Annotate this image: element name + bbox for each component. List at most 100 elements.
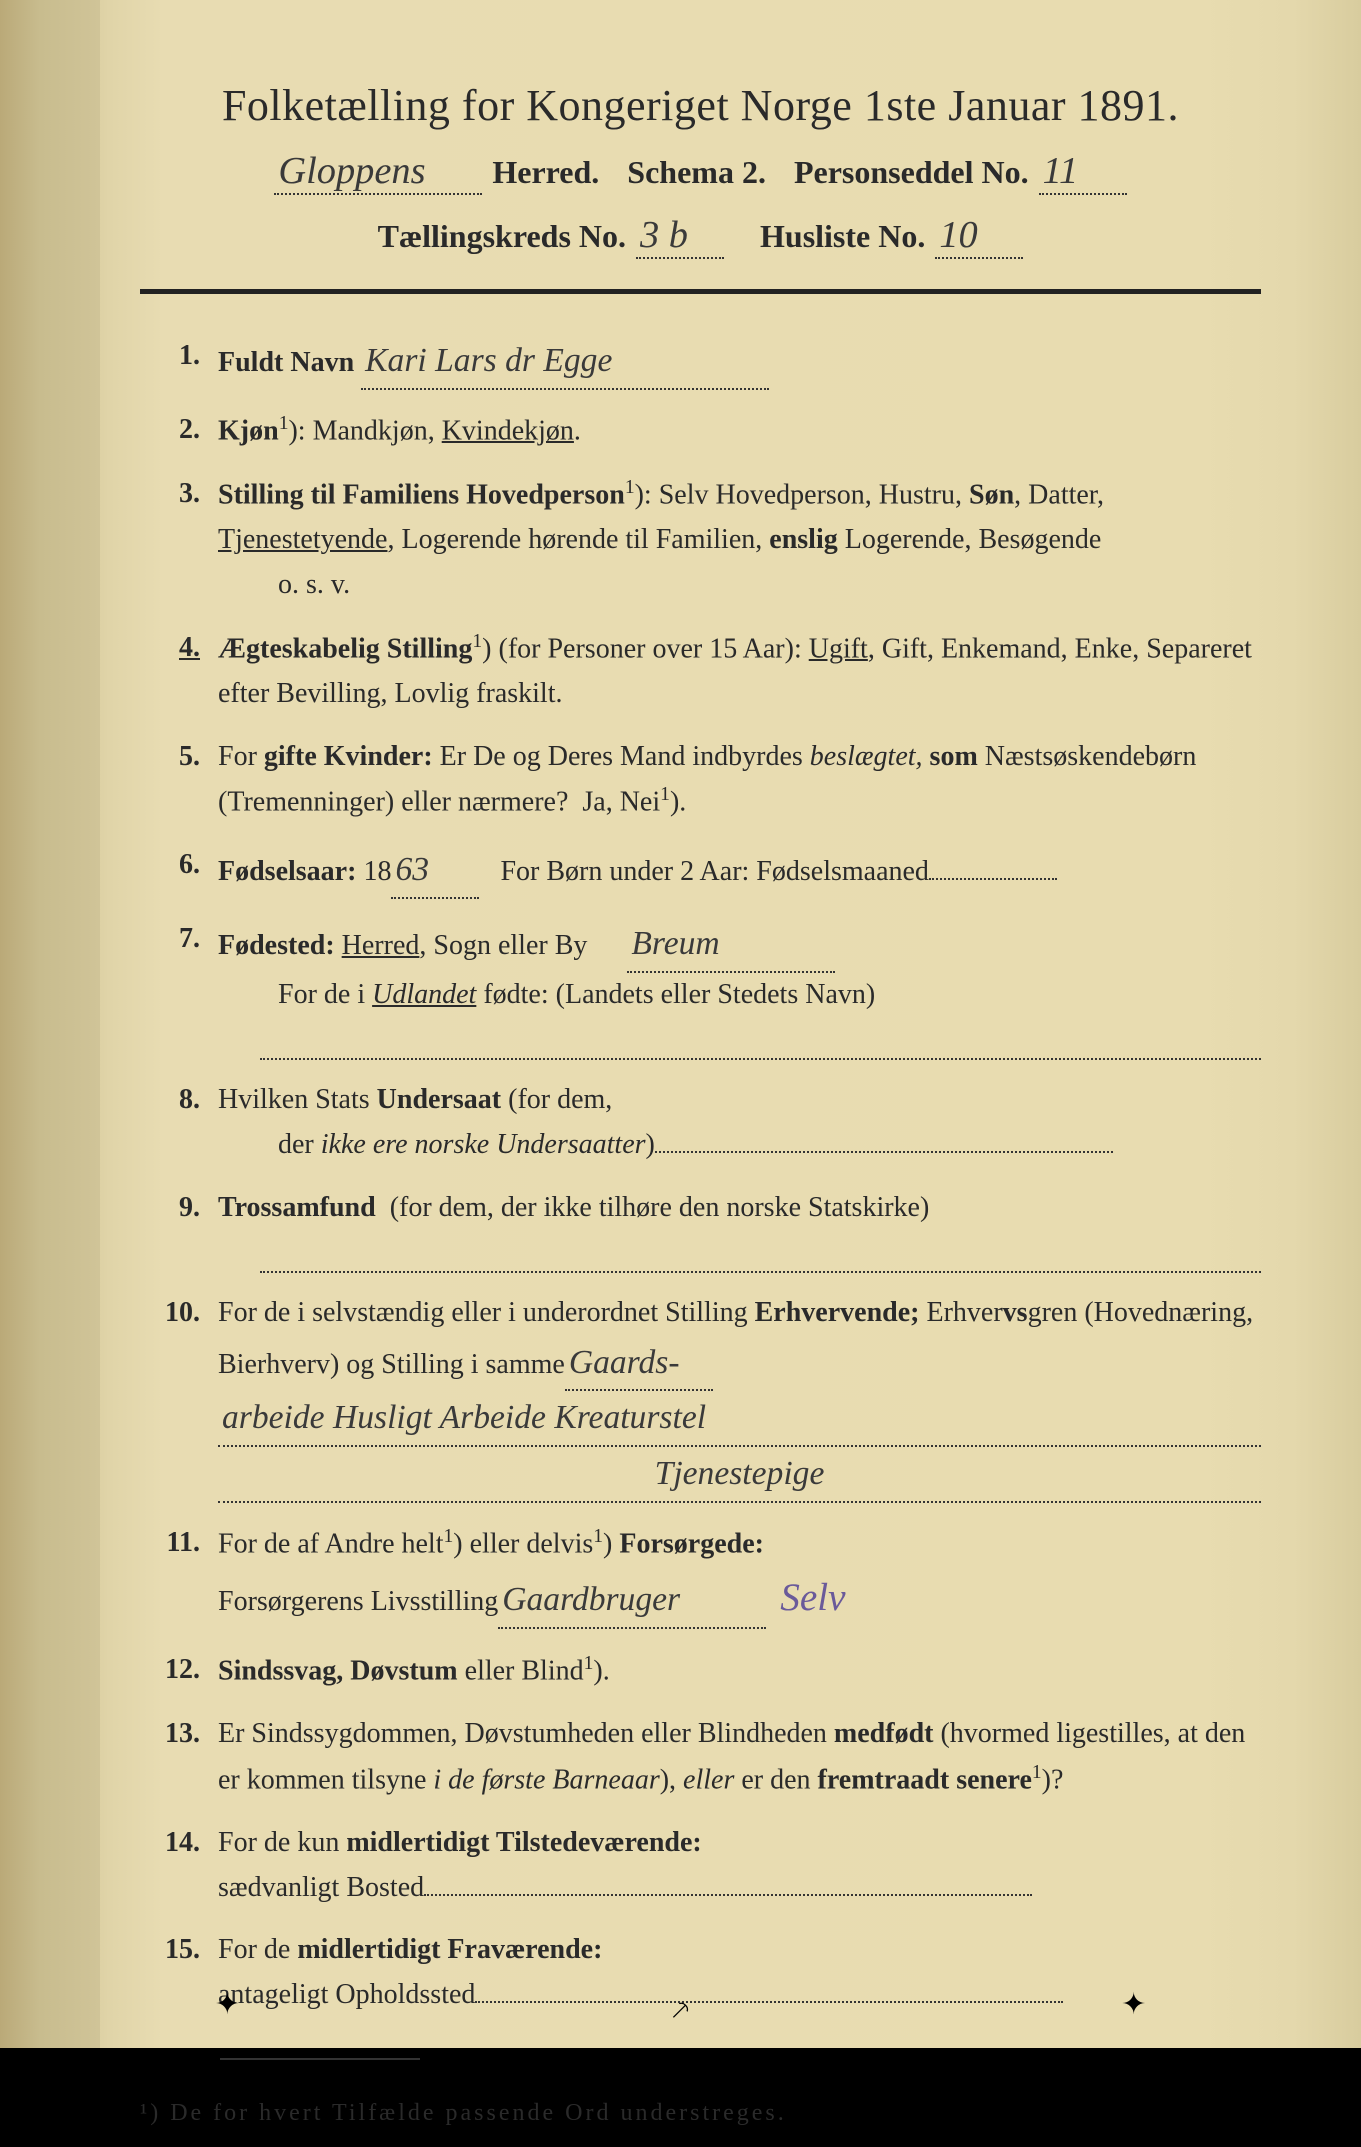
item-number: 5.	[140, 735, 218, 826]
item-7: 7. Fødested: Herred, Sogn eller ByBreum …	[140, 917, 1261, 1018]
item-number: 2.	[140, 408, 218, 454]
medfodt: medfødt	[834, 1718, 934, 1749]
item-body: For de kun midlertidigt Tilstedeværende:…	[218, 1821, 1261, 1911]
item-number: 4.	[140, 626, 218, 717]
osv: o. s. v.	[278, 563, 1261, 608]
mark-icon: ✦	[1121, 1987, 1146, 2028]
udlandet: Udlandet	[372, 979, 476, 1010]
schema-label: Schema 2.	[627, 154, 766, 191]
stats-blank	[655, 1151, 1113, 1153]
item-4: 4. Ægteskabelig Stilling1) (for Personer…	[140, 626, 1261, 717]
herred-underlined: Herred	[342, 930, 420, 961]
year-prefix: 18	[363, 856, 391, 887]
label-kjon: Kjøn	[218, 415, 279, 446]
mark-icon: ⸕	[669, 1987, 692, 2028]
page-title: Folketælling for Kongeriget Norge 1ste J…	[140, 80, 1261, 131]
beslaegtet: beslægtet,	[810, 741, 923, 772]
item-3: 3. Stilling til Familiens Hovedperson1):…	[140, 472, 1261, 608]
erhverv-value1: Gaards-	[565, 1336, 713, 1392]
stilling-underlined: Tjenestetyende	[218, 524, 387, 555]
item-14: 14. For de kun midlertidigt Tilstedevære…	[140, 1821, 1261, 1911]
fodested-value: Breum	[627, 917, 835, 973]
item-number: 11.	[140, 1521, 218, 1630]
erhvervende: Erhvervende;	[755, 1297, 920, 1328]
personseddel-label: Personseddel No.	[794, 154, 1029, 191]
header-row-2: Tællingskreds No. 3 b Husliste No. 10	[140, 213, 1261, 259]
husliste-no: 10	[935, 213, 1023, 259]
label-fodselsaar: Fødselsaar:	[218, 856, 356, 887]
delvis-text: eller delvis	[470, 1528, 594, 1559]
aegt-underlined: Ugift	[809, 633, 868, 664]
udlandet-line: For de i Udlandet fødte: (Landets eller …	[278, 973, 1261, 1018]
navn-value: Kari Lars dr Egge	[361, 334, 769, 390]
item-number: 10.	[140, 1291, 218, 1503]
blind-text: eller Blind	[465, 1655, 584, 1686]
item-body: For gifte Kvinder: Er De og Deres Mand i…	[218, 735, 1261, 826]
taellingskreds-label: Tællingskreds No.	[378, 218, 626, 255]
item-number: 3.	[140, 472, 218, 608]
label-gifte: gifte Kvinder:	[264, 741, 433, 772]
line2-8: der ikke ere norske Undersaatter)	[278, 1123, 1261, 1168]
label-aegteskab: Ægteskabelig Stilling	[218, 633, 472, 664]
label-fuldt-navn: Fuldt Navn	[218, 347, 354, 378]
header-row-1: Gloppens Herred. Schema 2. Personseddel …	[140, 149, 1261, 195]
item-body: For de i selvstændig eller i underordnet…	[218, 1291, 1261, 1503]
item-13: 13. Er Sindssygdommen, Døvstumheden elle…	[140, 1712, 1261, 1803]
selv-value: Selv	[780, 1576, 845, 1619]
forsorger-label: Forsørgerens Livsstilling	[218, 1586, 498, 1617]
herred-label: Herred.	[492, 154, 599, 191]
personseddel-no: 11	[1039, 149, 1127, 195]
item-6: 6. Fødselsaar: 1863 For Børn under 2 Aar…	[140, 843, 1261, 899]
item-11: 11. For de af Andre helt1) eller delvis1…	[140, 1521, 1261, 1630]
item-number: 13.	[140, 1712, 218, 1803]
item-number: 8.	[140, 1078, 218, 1168]
item-body: Fuldt Navn Kari Lars dr Egge	[218, 334, 1261, 390]
item-body: Hvilken Stats Undersaat (for dem, der ik…	[218, 1078, 1261, 1168]
year-value: 63	[391, 843, 479, 899]
item-number: 14.	[140, 1821, 218, 1911]
item-body: Er Sindssygdommen, Døvstumheden eller Bl…	[218, 1712, 1261, 1803]
footnote: ¹) De for hvert Tilfælde passende Ord un…	[140, 2100, 1261, 2127]
item-2: 2. Kjøn1): Mandkjøn, Kvindekjøn.	[140, 408, 1261, 454]
maaned-blank	[929, 878, 1057, 880]
herred-value: Gloppens	[274, 149, 482, 195]
item-number: 7.	[140, 917, 218, 1018]
item-body: Kjøn1): Mandkjøn, Kvindekjøn.	[218, 408, 1261, 454]
item-5: 5. For gifte Kvinder: Er De og Deres Man…	[140, 735, 1261, 826]
item-body: Sindssvag, Døvstum eller Blind1).	[218, 1648, 1261, 1694]
item-body: Trossamfund (for dem, der ikke tilhøre d…	[218, 1186, 1261, 1231]
item-number: 9.	[140, 1186, 218, 1231]
forsorgede: Forsørgede:	[619, 1528, 764, 1559]
item-1: 1. Fuldt Navn Kari Lars dr Egge	[140, 334, 1261, 390]
label-trossamfund: Trossamfund	[218, 1192, 376, 1223]
eller: eller	[683, 1764, 734, 1795]
tilstede: midlertidigt Tilstedeværende:	[346, 1827, 701, 1858]
erhverv-value2: arbeide Husligt Arbeide Kreaturstel	[218, 1391, 1261, 1447]
forsorger-value: Gaardbruger	[498, 1573, 766, 1629]
label-fodested: Fødested:	[218, 930, 335, 961]
barneaar: i de første Barneaar	[433, 1764, 659, 1795]
item-body: Fødselsaar: 1863 For Børn under 2 Aar: F…	[218, 843, 1261, 899]
born-text: For Børn under 2 Aar: Fødselsmaaned	[500, 856, 929, 887]
label-stilling: Stilling til Familiens Hovedperson	[218, 479, 625, 510]
fravaerende: midlertidigt Fraværende:	[297, 1934, 602, 1965]
item-number: 12.	[140, 1648, 218, 1694]
tros-text: (for dem, der ikke tilhøre den norske St…	[390, 1192, 930, 1223]
kjon-underlined: Kvindekjøn	[442, 415, 574, 446]
mark-icon: ✦	[215, 1987, 240, 2028]
bosted-label: sædvanligt Bosted	[218, 1872, 424, 1903]
item-body: For de af Andre helt1) eller delvis1) Fo…	[218, 1521, 1261, 1630]
bosted-blank	[424, 1894, 1032, 1896]
dotted-line-9	[260, 1249, 1261, 1273]
label-sindssvag: Sindssvag, Døvstum	[218, 1655, 458, 1686]
item-body: Stilling til Familiens Hovedperson1): Se…	[218, 472, 1261, 608]
item-body: Fødested: Herred, Sogn eller ByBreum For…	[218, 917, 1261, 1018]
divider-rule	[140, 289, 1261, 294]
content-area: Folketælling for Kongeriget Norge 1ste J…	[110, 30, 1321, 2147]
taellingskreds-no: 3 b	[636, 213, 724, 259]
item-10: 10. For de i selvstændig eller i underor…	[140, 1291, 1261, 1503]
item-9: 9. Trossamfund (for dem, der ikke tilhør…	[140, 1186, 1261, 1231]
footnote-rule	[220, 2058, 420, 2060]
item-8: 8. Hvilken Stats Undersaat (for dem, der…	[140, 1078, 1261, 1168]
item-number: 6.	[140, 843, 218, 899]
